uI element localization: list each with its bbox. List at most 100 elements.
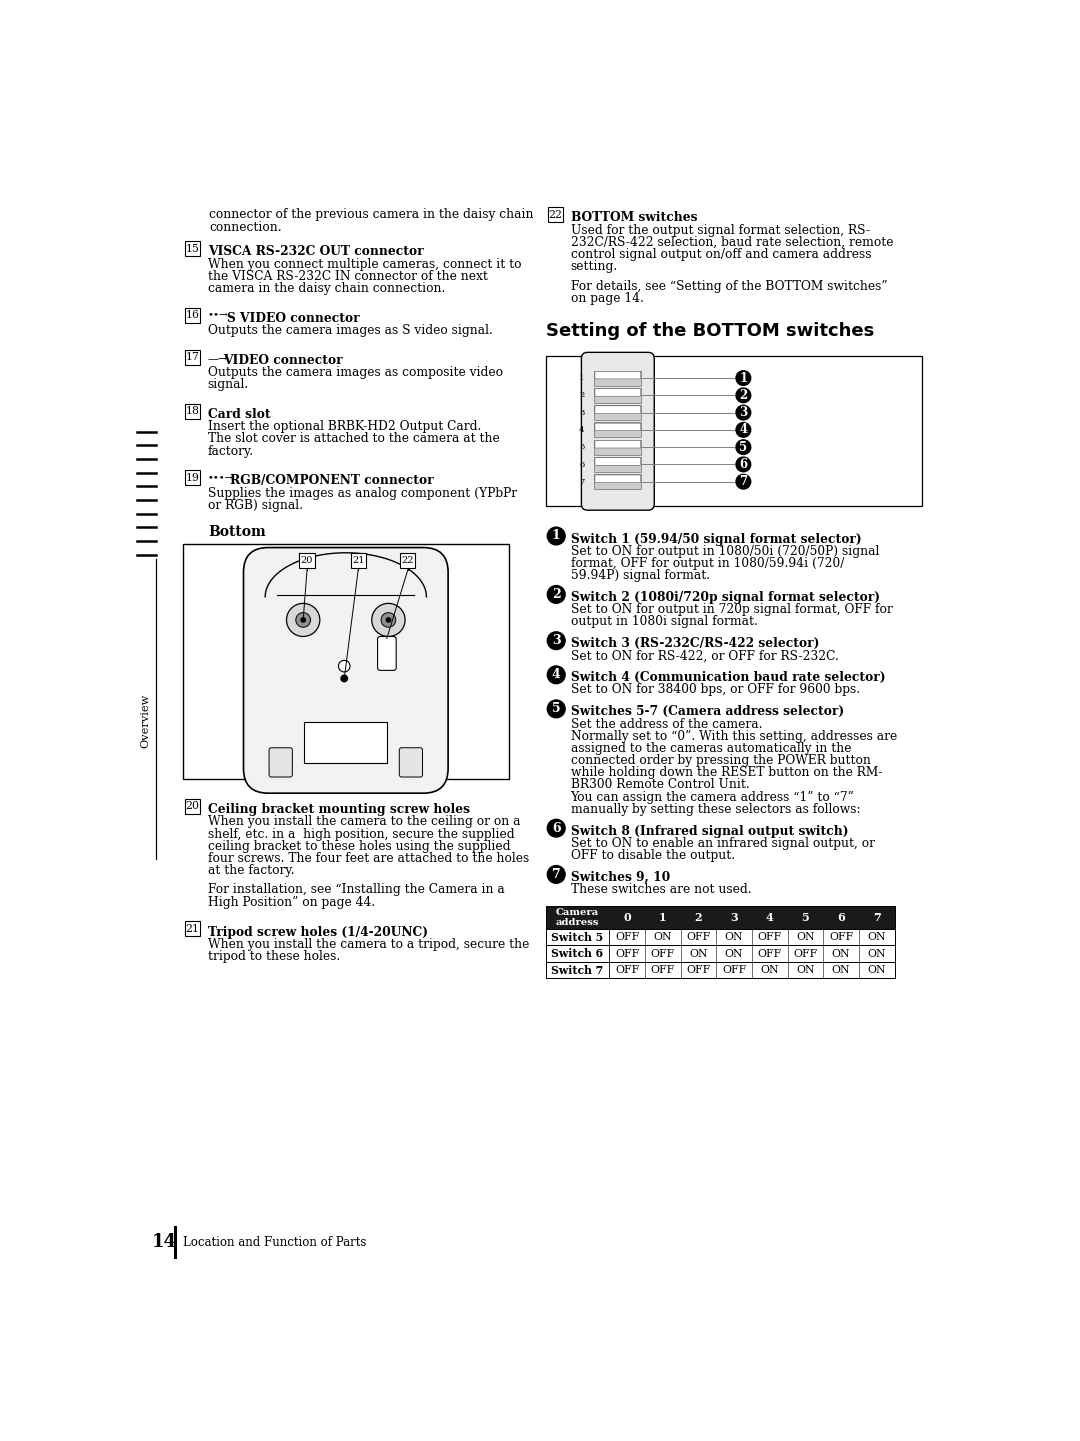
- Text: Location and Function of Parts: Location and Function of Parts: [183, 1236, 366, 1249]
- Text: 232C/RS-422 selection, baud rate selection, remote: 232C/RS-422 selection, baud rate selecti…: [570, 236, 893, 249]
- Text: Supplies the images as analog component (YPbPr: Supplies the images as analog component …: [207, 487, 517, 500]
- Text: Switch 2 (1080i/720p signal format selector): Switch 2 (1080i/720p signal format selec…: [570, 591, 879, 604]
- Text: ON: ON: [796, 965, 814, 976]
- Text: 1: 1: [659, 912, 666, 922]
- FancyBboxPatch shape: [594, 440, 642, 454]
- FancyBboxPatch shape: [594, 422, 642, 437]
- Text: Set the address of the camera.: Set the address of the camera.: [570, 718, 762, 731]
- FancyBboxPatch shape: [594, 388, 642, 403]
- Text: ••→: ••→: [207, 311, 229, 321]
- Text: 5: 5: [801, 912, 809, 922]
- Text: Set to ON for output in 1080/50i (720/50P) signal: Set to ON for output in 1080/50i (720/50…: [570, 545, 879, 558]
- Text: High Position” on page 44.: High Position” on page 44.: [207, 896, 375, 909]
- Text: 5: 5: [579, 444, 584, 451]
- Circle shape: [735, 440, 751, 454]
- Text: ON: ON: [796, 932, 814, 942]
- Text: while holding down the RESET button on the RM-: while holding down the RESET button on t…: [570, 767, 882, 780]
- Text: Switch 4 (Communication baud rate selector): Switch 4 (Communication baud rate select…: [570, 672, 885, 684]
- Text: 1: 1: [552, 529, 561, 542]
- Text: signal.: signal.: [207, 378, 249, 391]
- Text: ceiling bracket to these holes using the supplied: ceiling bracket to these holes using the…: [207, 840, 511, 853]
- FancyBboxPatch shape: [185, 798, 200, 814]
- FancyBboxPatch shape: [545, 963, 894, 978]
- Text: 15: 15: [186, 244, 200, 254]
- Text: Camera
address: Camera address: [556, 908, 599, 927]
- FancyBboxPatch shape: [185, 470, 200, 486]
- Text: Set to ON for RS-422, or OFF for RS-232C.: Set to ON for RS-422, or OFF for RS-232C…: [570, 650, 838, 663]
- Text: ON: ON: [867, 965, 886, 976]
- Circle shape: [286, 604, 320, 637]
- Text: 4: 4: [740, 424, 747, 437]
- FancyBboxPatch shape: [400, 748, 422, 777]
- Text: at the factory.: at the factory.: [207, 865, 295, 878]
- Circle shape: [301, 618, 306, 623]
- Text: ON: ON: [832, 948, 850, 958]
- Text: Insert the optional BRBK-HD2 Output Card.: Insert the optional BRBK-HD2 Output Card…: [207, 421, 482, 434]
- Text: 4: 4: [552, 669, 561, 682]
- FancyBboxPatch shape: [594, 457, 642, 471]
- Text: 7: 7: [579, 478, 584, 486]
- Circle shape: [387, 618, 391, 623]
- Text: or RGB) signal.: or RGB) signal.: [207, 499, 302, 512]
- Text: OFF: OFF: [650, 948, 675, 958]
- Text: BR300 Remote Control Unit.: BR300 Remote Control Unit.: [570, 778, 750, 791]
- FancyBboxPatch shape: [595, 372, 640, 379]
- Text: 0: 0: [623, 912, 631, 922]
- Text: VIDEO connector: VIDEO connector: [224, 354, 343, 367]
- FancyBboxPatch shape: [299, 553, 314, 568]
- Text: For details, see “Setting of the BOTTOM switches”: For details, see “Setting of the BOTTOM …: [570, 280, 887, 293]
- FancyBboxPatch shape: [305, 722, 388, 764]
- Text: Switches 5-7 (Camera address selector): Switches 5-7 (Camera address selector): [570, 706, 843, 719]
- FancyBboxPatch shape: [595, 441, 640, 448]
- Text: 18: 18: [186, 406, 200, 416]
- Text: manually by setting these selectors as follows:: manually by setting these selectors as f…: [570, 803, 860, 816]
- Text: You can assign the camera address “1” to “7”: You can assign the camera address “1” to…: [570, 791, 854, 804]
- Text: Bottom: Bottom: [207, 526, 266, 539]
- Text: Overview: Overview: [140, 693, 150, 748]
- FancyBboxPatch shape: [595, 476, 640, 483]
- Circle shape: [548, 585, 565, 604]
- Text: setting.: setting.: [570, 259, 618, 274]
- FancyBboxPatch shape: [545, 929, 894, 945]
- Text: Switch 5: Switch 5: [551, 931, 604, 942]
- Text: 2: 2: [552, 588, 561, 601]
- Text: 6: 6: [837, 912, 845, 922]
- FancyBboxPatch shape: [595, 389, 640, 396]
- Text: Normally set to “0”. With this setting, addresses are: Normally set to “0”. With this setting, …: [570, 729, 896, 742]
- Text: 4: 4: [579, 427, 584, 434]
- Text: When you install the camera to the ceiling or on a: When you install the camera to the ceili…: [207, 816, 521, 829]
- Circle shape: [548, 666, 565, 683]
- Text: 14: 14: [152, 1233, 177, 1251]
- Text: Card slot: Card slot: [207, 408, 270, 421]
- Text: OFF: OFF: [650, 965, 675, 976]
- Text: four screws. The four feet are attached to the holes: four screws. The four feet are attached …: [207, 852, 529, 865]
- Circle shape: [372, 604, 405, 637]
- Text: BOTTOM switches: BOTTOM switches: [570, 212, 697, 225]
- FancyBboxPatch shape: [243, 548, 448, 793]
- Text: 2: 2: [694, 912, 702, 922]
- Text: connector of the previous camera in the daisy chain: connector of the previous camera in the …: [210, 209, 534, 222]
- Text: 21: 21: [352, 556, 364, 565]
- FancyBboxPatch shape: [545, 905, 894, 929]
- FancyBboxPatch shape: [545, 356, 921, 506]
- Text: 6: 6: [740, 458, 747, 471]
- FancyBboxPatch shape: [594, 474, 642, 488]
- Circle shape: [548, 700, 565, 718]
- FancyBboxPatch shape: [595, 406, 640, 414]
- Text: RGB/COMPONENT connector: RGB/COMPONENT connector: [230, 474, 433, 487]
- Text: OFF: OFF: [615, 932, 639, 942]
- FancyBboxPatch shape: [594, 370, 642, 386]
- Circle shape: [548, 527, 565, 545]
- Text: connection.: connection.: [210, 220, 282, 233]
- Text: 22: 22: [549, 209, 563, 219]
- Text: S VIDEO connector: S VIDEO connector: [227, 311, 360, 324]
- FancyBboxPatch shape: [548, 208, 563, 222]
- Text: Set to ON for output in 720p signal format, OFF for: Set to ON for output in 720p signal form…: [570, 604, 892, 617]
- Text: Set to ON for 38400 bps, or OFF for 9600 bps.: Set to ON for 38400 bps, or OFF for 9600…: [570, 683, 860, 696]
- Text: 2: 2: [739, 389, 747, 402]
- Circle shape: [548, 820, 565, 837]
- Text: 22: 22: [402, 556, 414, 565]
- Text: Switch 1 (59.94/50 signal format selector): Switch 1 (59.94/50 signal format selecto…: [570, 533, 861, 546]
- Text: OFF: OFF: [615, 965, 639, 976]
- Text: 1: 1: [740, 372, 747, 385]
